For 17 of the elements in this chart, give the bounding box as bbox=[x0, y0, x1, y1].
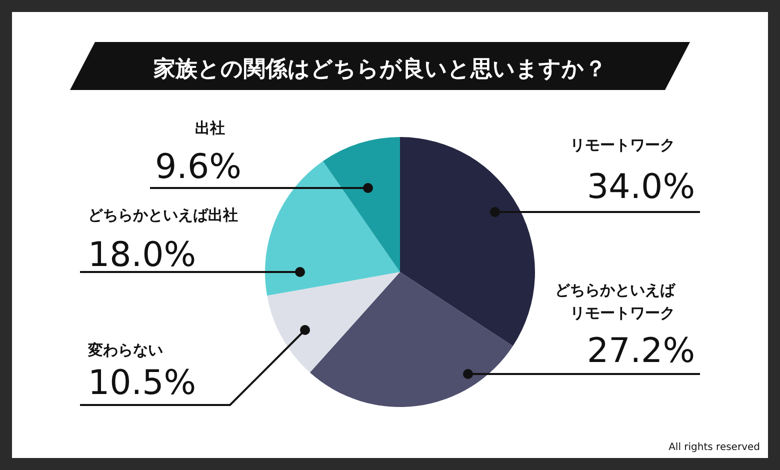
data-label: 34.0% bbox=[586, 167, 695, 207]
slice-label: リモートワーク bbox=[570, 136, 675, 154]
pie-slice bbox=[400, 137, 535, 346]
data-label: 18.0% bbox=[88, 235, 196, 275]
slice-label: 出社 bbox=[195, 119, 225, 137]
slice-label: どちらかといえばリモートワーク bbox=[555, 281, 676, 322]
data-label: 9.6% bbox=[155, 147, 242, 187]
slice-label: どちらかといえば出社 bbox=[88, 206, 238, 224]
pie-slice bbox=[310, 272, 513, 407]
pie-slice bbox=[322, 137, 400, 272]
text: All rights reserved bbox=[668, 442, 760, 453]
data-label: 10.5% bbox=[88, 363, 196, 403]
pie-slice bbox=[267, 272, 400, 373]
chart-title: 家族との関係はどちらが良いと思いますか？ bbox=[152, 56, 606, 82]
pie-slice bbox=[265, 161, 400, 296]
data-label: 27.2% bbox=[586, 331, 695, 371]
slice-label: 変わらない bbox=[87, 341, 163, 359]
